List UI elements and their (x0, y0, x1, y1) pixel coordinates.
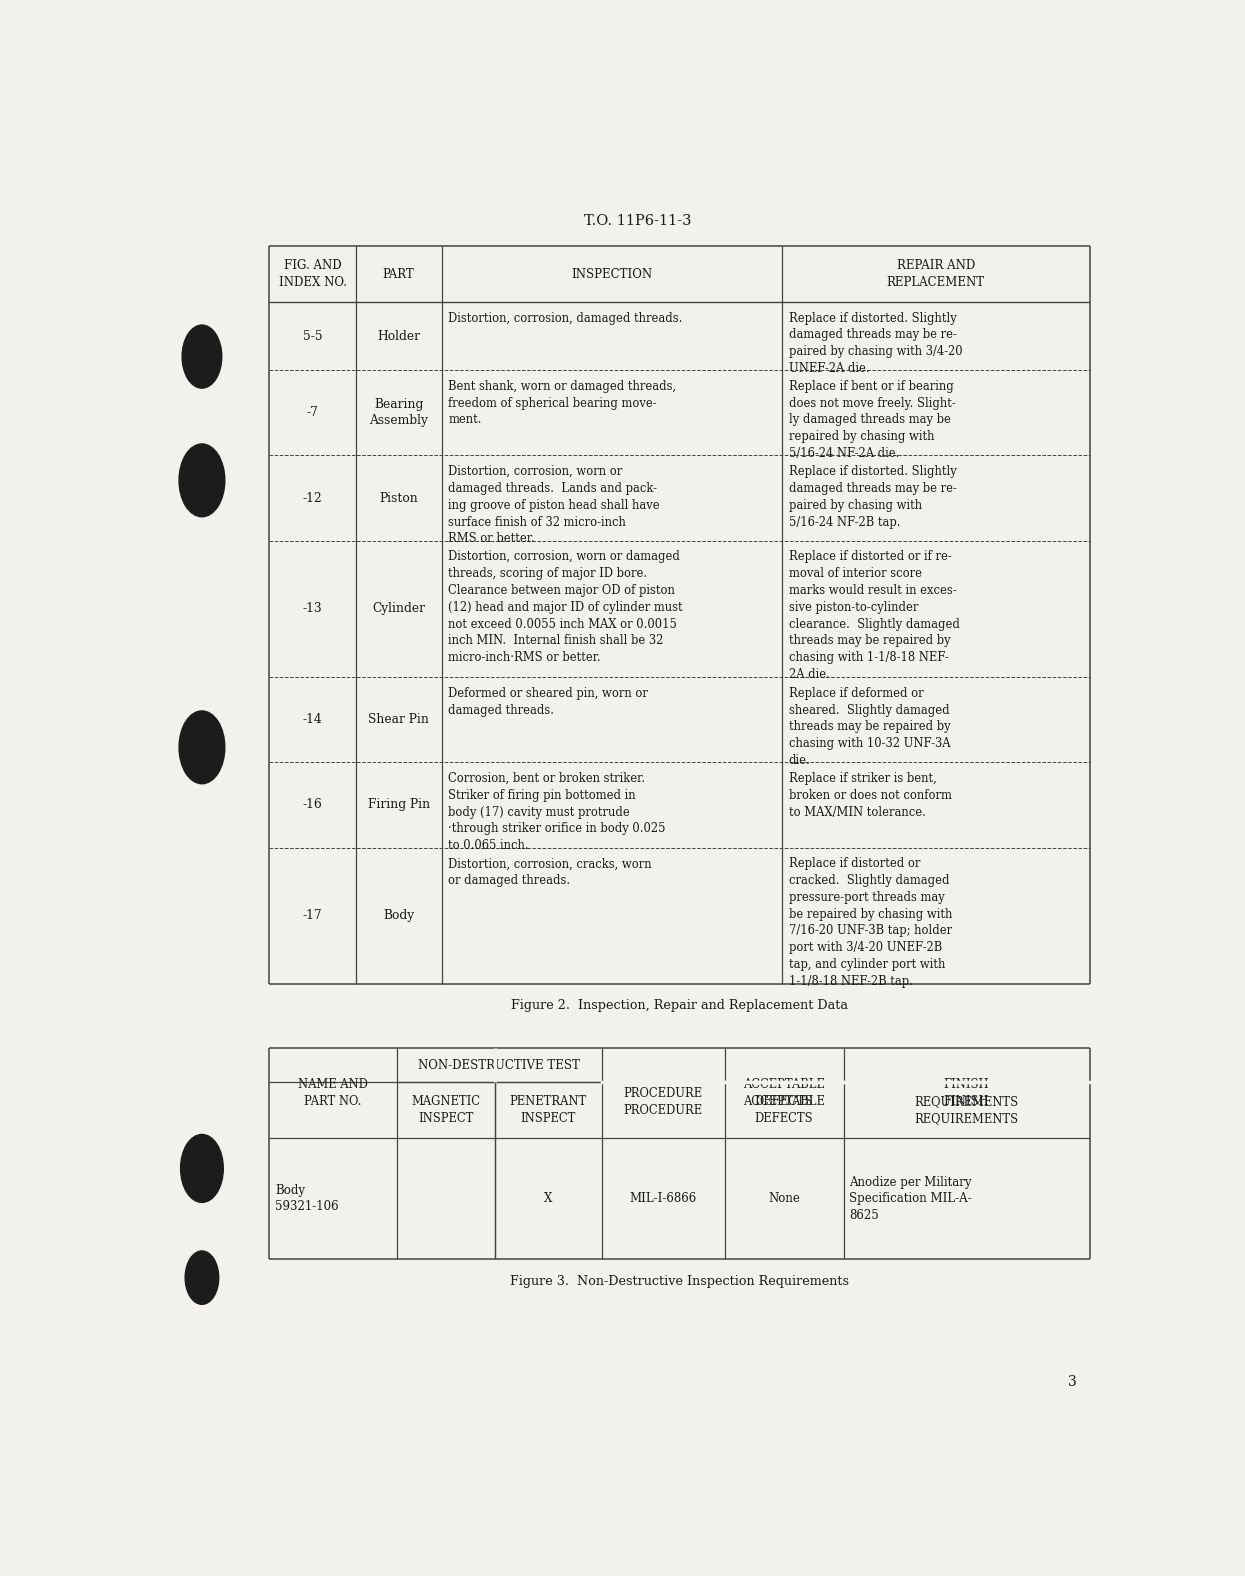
Ellipse shape (186, 1251, 219, 1305)
Text: -17: -17 (303, 909, 322, 922)
Text: Replace if distorted. Slightly
damaged threads may be re-
paired by chasing with: Replace if distorted. Slightly damaged t… (789, 312, 962, 375)
Text: MIL-I-6866: MIL-I-6866 (630, 1193, 697, 1206)
Text: Distortion, corrosion, worn or damaged
threads, scoring of major ID bore.
Cleara: Distortion, corrosion, worn or damaged t… (448, 550, 684, 663)
Text: 5-5: 5-5 (303, 329, 322, 342)
Text: Piston: Piston (380, 492, 418, 504)
Text: PART: PART (382, 268, 415, 281)
Text: Cylinder: Cylinder (372, 602, 425, 615)
Text: PENETRANT
INSPECT: PENETRANT INSPECT (509, 1095, 586, 1125)
Text: Anodize per Military
Specification MIL-A-
8625: Anodize per Military Specification MIL-A… (849, 1176, 972, 1221)
Text: PROCEDURE: PROCEDURE (624, 1103, 702, 1117)
Text: -16: -16 (303, 799, 322, 812)
Ellipse shape (179, 711, 225, 783)
Text: Distortion, corrosion, cracks, worn
or damaged threads.: Distortion, corrosion, cracks, worn or d… (448, 857, 652, 887)
Text: -7: -7 (306, 407, 319, 419)
Text: FINISH
REQUIREMENTS: FINISH REQUIREMENTS (915, 1095, 1018, 1125)
Text: Replace if bent or if bearing
does not move freely. Slight-
ly damaged threads m: Replace if bent or if bearing does not m… (789, 380, 956, 460)
Text: NAME AND
PART NO.: NAME AND PART NO. (298, 1078, 369, 1108)
Ellipse shape (181, 1135, 223, 1202)
Ellipse shape (179, 444, 225, 517)
Text: NON-DESTRUCTIVE TEST: NON-DESTRUCTIVE TEST (418, 1059, 580, 1072)
Text: Body
59321-106: Body 59321-106 (275, 1184, 339, 1214)
Text: Replace if distorted. Slightly
damaged threads may be re-
paired by chasing with: Replace if distorted. Slightly damaged t… (789, 465, 956, 528)
Text: ACCEPTABLE
DEFECTS: ACCEPTABLE DEFECTS (743, 1078, 825, 1108)
Text: -12: -12 (303, 492, 322, 504)
Text: Corrosion, bent or broken striker.
Striker of firing pin bottomed in
body (17) c: Corrosion, bent or broken striker. Strik… (448, 772, 666, 853)
Text: REPAIR AND
REPLACEMENT: REPAIR AND REPLACEMENT (886, 260, 985, 288)
Text: Replace if distorted or
cracked.  Slightly damaged
pressure-port threads may
be : Replace if distorted or cracked. Slightl… (789, 857, 952, 988)
Text: -14: -14 (303, 714, 322, 727)
Text: Replace if distorted or if re-
moval of interior score
marks would result in exc: Replace if distorted or if re- moval of … (789, 550, 960, 681)
Text: T.O. 11P6-11-3: T.O. 11P6-11-3 (584, 214, 692, 229)
Text: Bent shank, worn or damaged threads,
freedom of spherical bearing move-
ment.: Bent shank, worn or damaged threads, fre… (448, 380, 676, 427)
Text: Holder: Holder (377, 329, 420, 342)
Text: Deformed or sheared pin, worn or
damaged threads.: Deformed or sheared pin, worn or damaged… (448, 687, 649, 717)
Text: -13: -13 (303, 602, 322, 615)
Text: Replace if deformed or
sheared.  Slightly damaged
threads may be repaired by
cha: Replace if deformed or sheared. Slightly… (789, 687, 950, 768)
Text: Distortion, corrosion, damaged threads.: Distortion, corrosion, damaged threads. (448, 312, 682, 325)
Text: Bearing
Assembly: Bearing Assembly (370, 399, 428, 427)
Text: Figure 3.  Non-Destructive Inspection Requirements: Figure 3. Non-Destructive Inspection Req… (510, 1275, 849, 1288)
Text: PROCEDURE: PROCEDURE (624, 1087, 702, 1100)
Text: Replace if striker is bent,
broken or does not conform
to MAX/MIN tolerance.: Replace if striker is bent, broken or do… (789, 772, 951, 818)
Text: X: X (544, 1193, 553, 1206)
Text: 3: 3 (1068, 1374, 1077, 1388)
Text: FIG. AND
INDEX NO.: FIG. AND INDEX NO. (279, 260, 346, 288)
Text: INSPECTION: INSPECTION (571, 268, 652, 281)
Ellipse shape (182, 325, 222, 388)
Text: ACCEPTABLE
DEFECTS: ACCEPTABLE DEFECTS (743, 1095, 825, 1125)
Text: None: None (768, 1193, 801, 1206)
Text: FINISH
REQUIREMENTS: FINISH REQUIREMENTS (915, 1078, 1018, 1108)
Text: Firing Pin: Firing Pin (367, 799, 430, 812)
Text: Distortion, corrosion, worn or
damaged threads.  Lands and pack-
ing groove of p: Distortion, corrosion, worn or damaged t… (448, 465, 660, 545)
Text: Figure 2.  Inspection, Repair and Replacement Data: Figure 2. Inspection, Repair and Replace… (510, 999, 848, 1012)
Text: MAGNETIC
INSPECT: MAGNETIC INSPECT (411, 1095, 481, 1125)
Text: Shear Pin: Shear Pin (369, 714, 430, 727)
Text: Body: Body (383, 909, 415, 922)
